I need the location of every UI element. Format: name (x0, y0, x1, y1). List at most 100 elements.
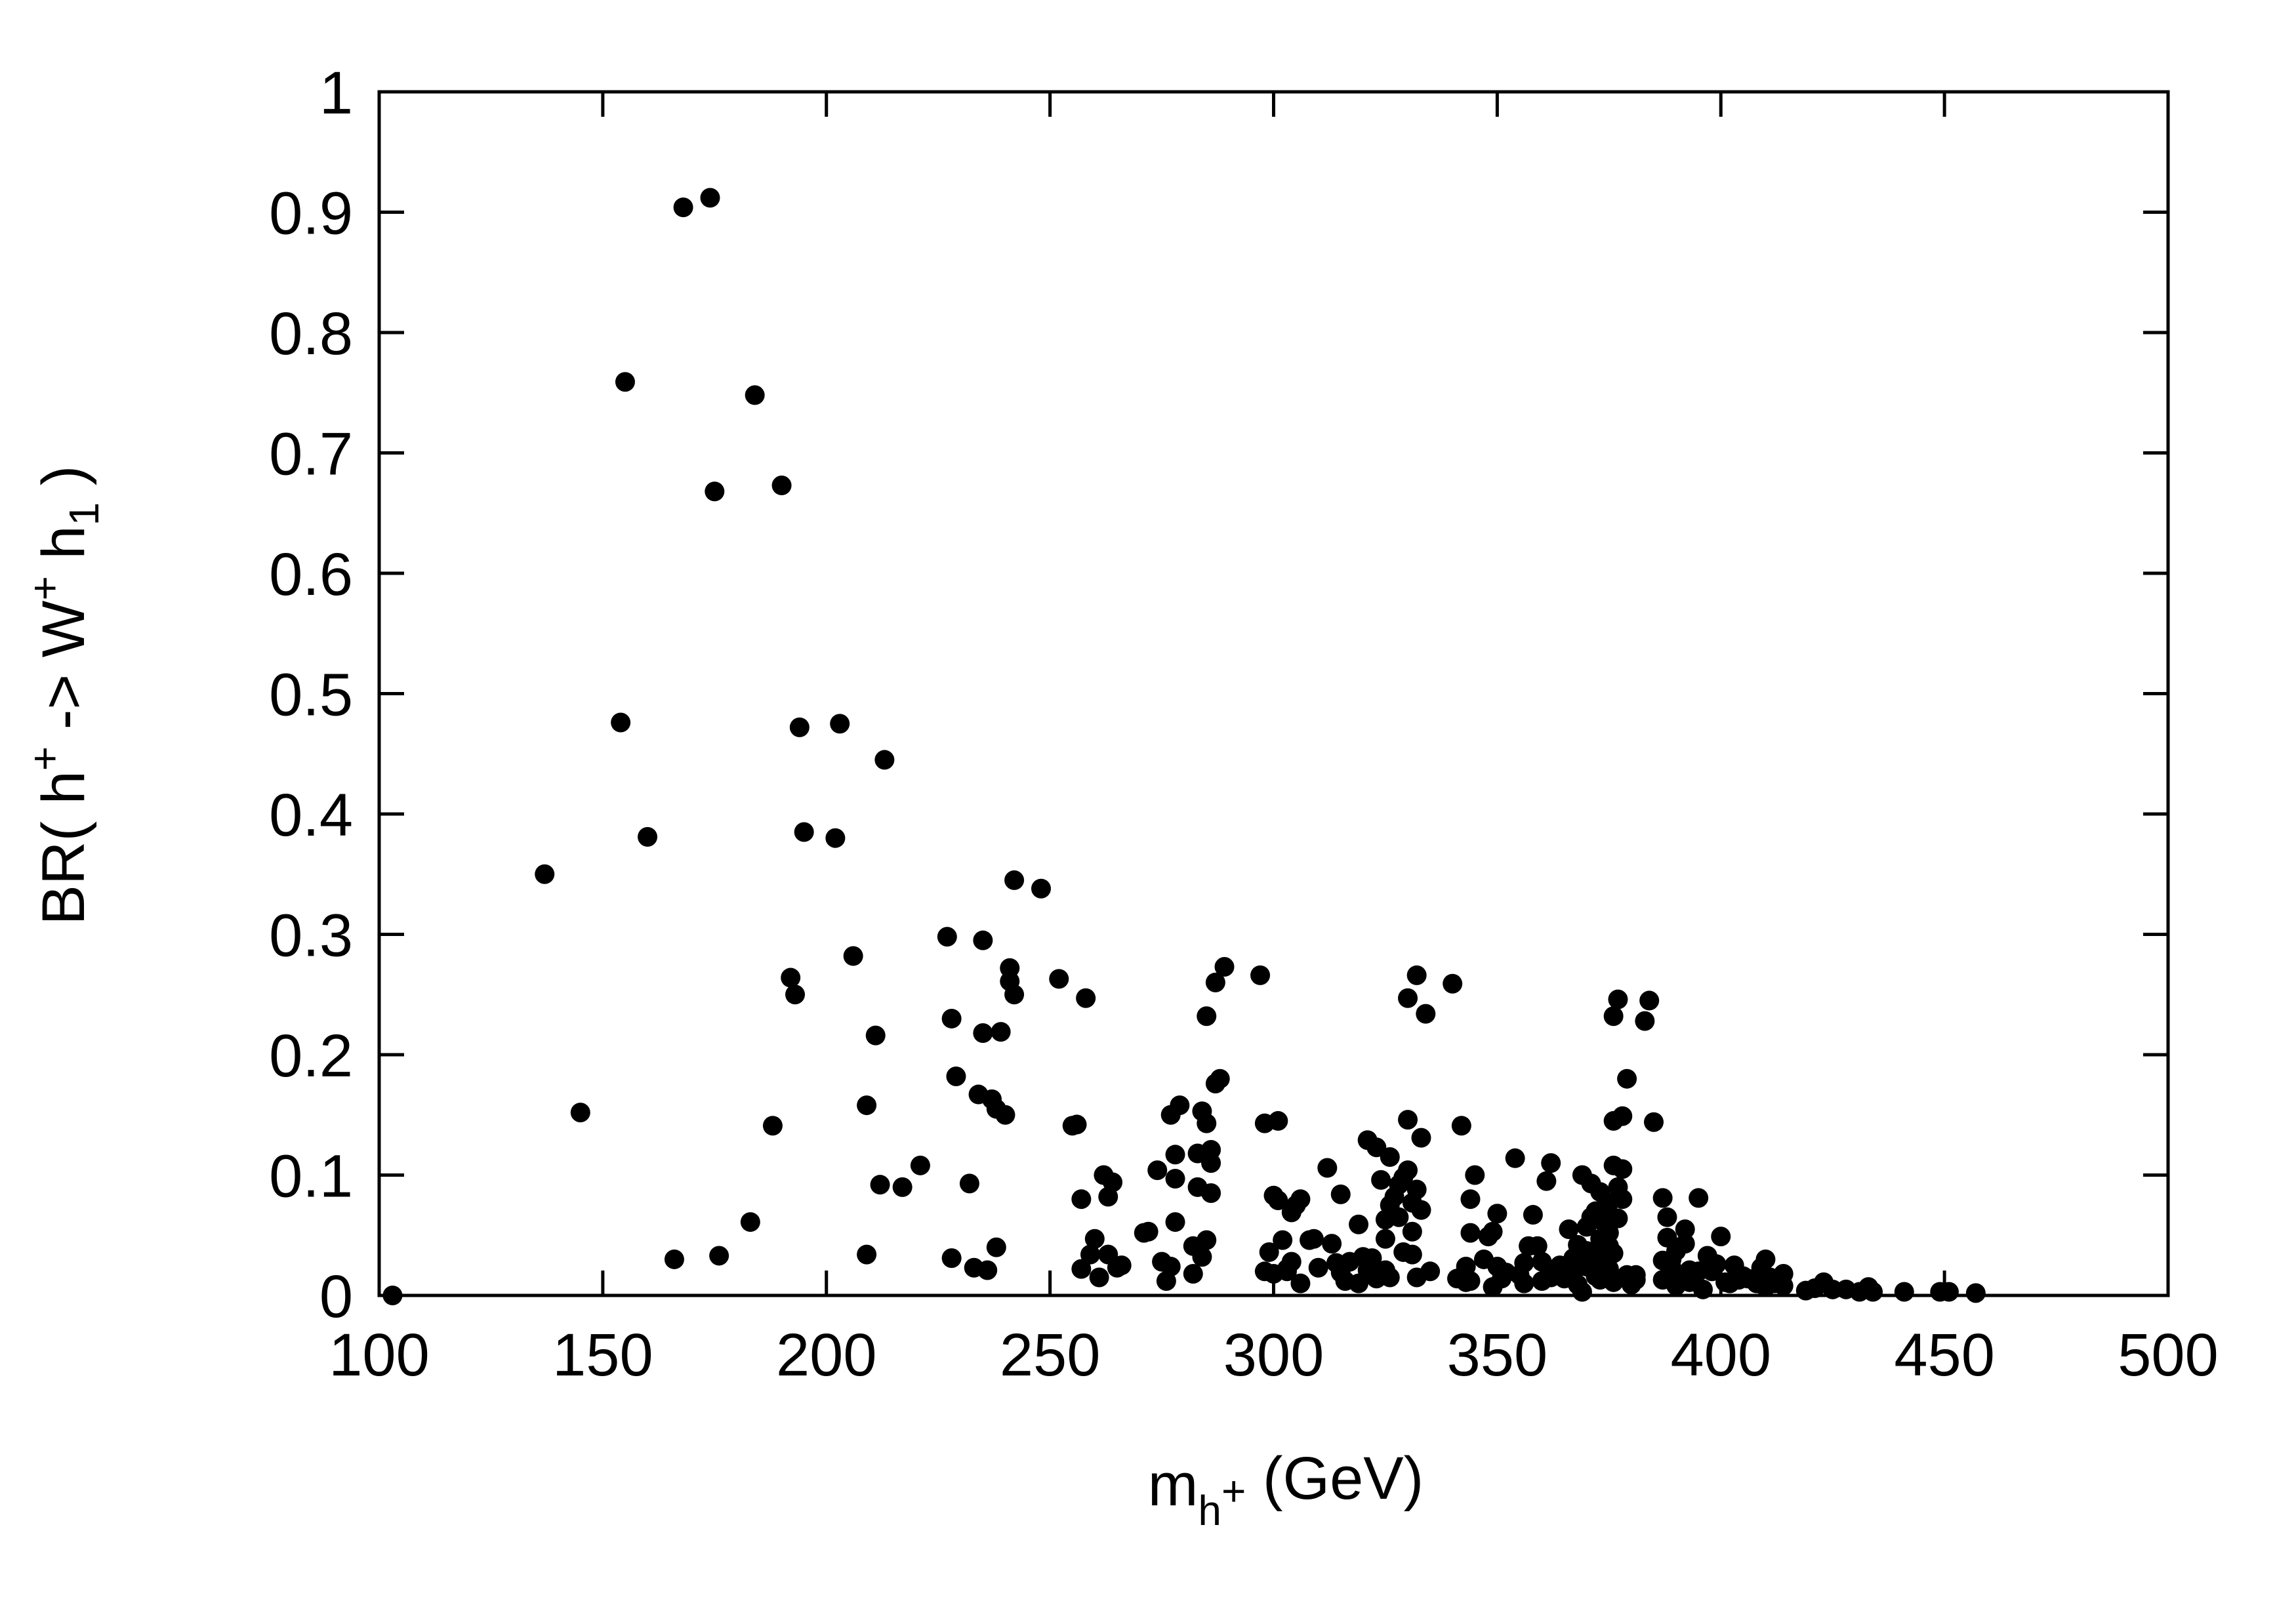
data-point (830, 714, 850, 734)
data-point (991, 1022, 1011, 1042)
data-point (1210, 1068, 1230, 1089)
data-point (1675, 1219, 1695, 1240)
data-point (1559, 1219, 1579, 1240)
x-tick-label: 400 (1671, 1322, 1772, 1389)
data-point (1612, 1106, 1633, 1126)
data-point (1165, 1145, 1185, 1165)
data-point (1938, 1282, 1959, 1302)
data-point (1080, 1244, 1100, 1265)
data-point (1192, 1247, 1212, 1267)
y-tick-labels: 0 0.1 0.2 0.3 0.4 0.5 0.6 0.7 0.8 0.9 1 (269, 60, 353, 1330)
data-point (705, 481, 725, 502)
x-tick-label: 200 (776, 1322, 877, 1389)
data-point (1536, 1171, 1557, 1191)
data-point (1406, 1179, 1427, 1200)
x-tick-label: 300 (1223, 1322, 1324, 1389)
data-point (1608, 989, 1628, 1009)
data-point (995, 1105, 1015, 1125)
data-point (740, 1212, 760, 1232)
data-point (1755, 1249, 1776, 1269)
x-tick-labels: 100 150 200 250 300 350 400 450 500 (329, 1322, 2219, 1389)
data-point (1165, 1212, 1185, 1232)
data-point (1460, 1189, 1481, 1210)
data-point (762, 1116, 783, 1136)
data-point (1160, 1256, 1181, 1276)
data-point (1639, 990, 1660, 1011)
y-axis-title-suffix: ) (30, 466, 97, 502)
data-point (1071, 1189, 1092, 1210)
x-axis-title: mh+ (GeV) (1148, 1445, 1424, 1534)
data-point (1071, 1259, 1092, 1279)
data-point (638, 826, 658, 847)
data-point (1371, 1170, 1391, 1190)
data-point (1643, 1112, 1664, 1132)
plot-frame (377, 90, 2170, 1297)
data-point (785, 985, 806, 1005)
data-point (1523, 1205, 1543, 1225)
data-point (874, 750, 895, 770)
data-point (1004, 870, 1025, 890)
data-point (709, 1246, 729, 1266)
data-point (1308, 1257, 1328, 1278)
data-point (1527, 1236, 1548, 1256)
data-point (794, 822, 814, 842)
data-point (1420, 1261, 1441, 1282)
data-point (1111, 1255, 1132, 1276)
data-point (781, 967, 801, 988)
y-axis-title-prefix: BR( h (30, 771, 97, 925)
data-point (1402, 1221, 1422, 1242)
y-tick-label: 0.4 (269, 782, 353, 849)
data-point (615, 372, 635, 392)
data-point (1965, 1283, 1986, 1303)
data-point (1572, 1282, 1592, 1302)
data-point (1281, 1251, 1302, 1272)
data-point (986, 1237, 1006, 1257)
y-tick-label: 0.2 (269, 1023, 353, 1089)
data-point (1076, 988, 1096, 1008)
data-point (1603, 1006, 1624, 1027)
data-point (1711, 1227, 1731, 1247)
data-point (1451, 1116, 1471, 1136)
y-axis-title-sub: 1 (60, 502, 108, 526)
x-axis-title-unit: (GeV) (1246, 1445, 1424, 1512)
data-point (1170, 1095, 1190, 1116)
data-point (1398, 1110, 1418, 1130)
data-point (973, 930, 993, 950)
data-point (1612, 1189, 1633, 1210)
y-axis-title-sup2: + (21, 576, 68, 600)
data-point (1049, 969, 1069, 989)
data-point (1863, 1282, 1883, 1302)
data-point (857, 1095, 877, 1116)
data-point (700, 188, 720, 208)
data-point (1165, 1169, 1185, 1189)
data-point (1317, 1158, 1338, 1178)
data-point (1089, 1267, 1109, 1288)
data-point (1362, 1248, 1382, 1269)
data-point (870, 1175, 890, 1195)
y-tick-label: 0.8 (269, 300, 353, 367)
data-point (570, 1103, 590, 1123)
data-point (977, 1260, 998, 1280)
x-axis-title-sub: h (1198, 1487, 1221, 1534)
data-point (1514, 1273, 1534, 1293)
data-point (1541, 1153, 1561, 1173)
data-point (1406, 965, 1427, 985)
data-point (1103, 1172, 1123, 1192)
data-point (1380, 1147, 1400, 1167)
data-point (1268, 1110, 1288, 1131)
data-point (1411, 1128, 1431, 1148)
y-axis-title-sup1: + (21, 746, 68, 771)
data-point (1183, 1263, 1203, 1284)
data-point (535, 864, 555, 884)
data-point (1612, 1159, 1633, 1179)
data-point (1626, 1270, 1646, 1290)
y-tick-label: 0.6 (269, 541, 353, 608)
data-point (1599, 1223, 1619, 1243)
data-point (1487, 1204, 1507, 1224)
data-point (1197, 1113, 1217, 1133)
data-point (1460, 1271, 1481, 1291)
y-tick-label: 0.1 (269, 1143, 353, 1210)
data-point (673, 197, 693, 218)
data-point (1290, 1273, 1311, 1293)
